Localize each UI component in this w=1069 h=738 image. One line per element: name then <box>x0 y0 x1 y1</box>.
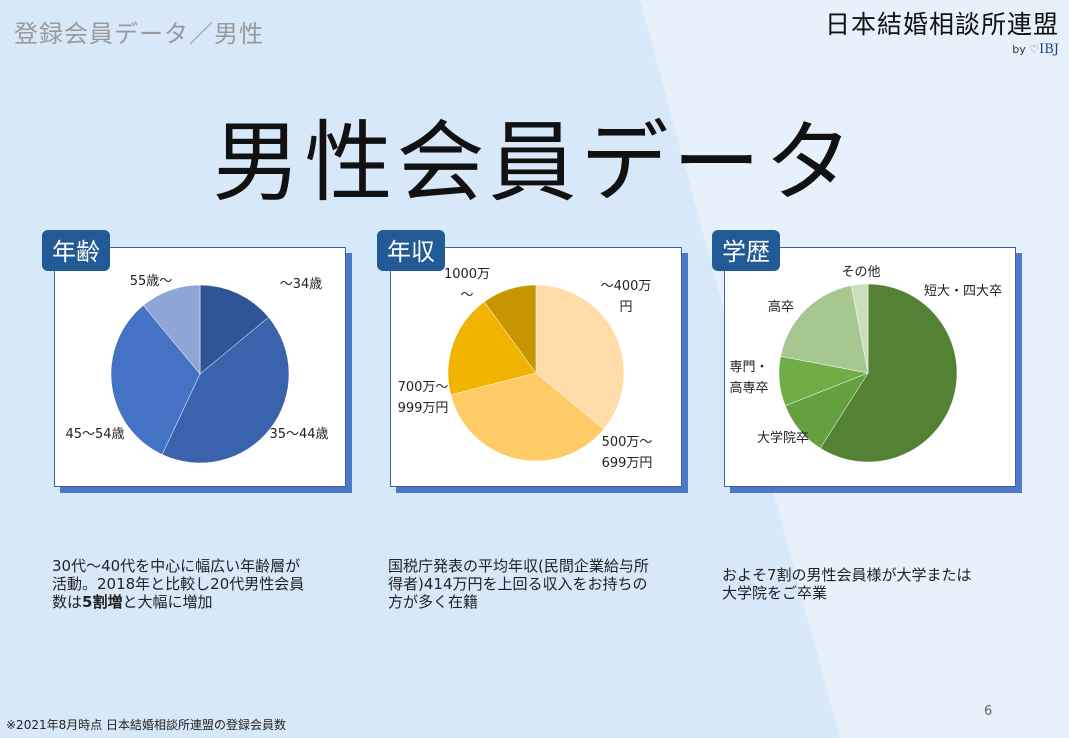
slice-label: その他 <box>841 265 880 280</box>
slice-label: 35〜44歳 <box>269 427 328 442</box>
income-chart-card: 〜400万円 500万〜 699万円 700万〜 999万円 1000万〜 <box>390 247 682 487</box>
age-description: 30代〜40代を中心に幅広い年齢層が 活動。2018年と比較し20代男性会員 数… <box>52 557 304 611</box>
slice-label: 1000万〜 <box>444 267 490 303</box>
pie-slice <box>110 305 201 455</box>
slice-label: 55歳〜 <box>130 274 173 289</box>
edu-desc-line: およそ7割の男性会員様が大学または <box>722 566 972 584</box>
pie-slice <box>450 372 605 462</box>
brand-logo: 日本結婚相談所連盟 by ♡IBJ <box>825 5 1059 57</box>
age-desc-highlight: 5割増 <box>82 593 123 611</box>
slice-label: 大学院卒 <box>757 430 809 446</box>
age-desc-line: 活動。2018年と比較し20代男性会員 <box>52 575 305 593</box>
footnote: ※2021年8月時点 日本結婚相談所連盟の登録会員数 <box>6 718 287 732</box>
pie-slice <box>819 283 958 463</box>
slice-label: 500万〜 699万円 <box>602 435 653 471</box>
slice-label: 短大・四大卒 <box>924 284 1002 299</box>
brand-byline: by ♡IBJ <box>825 42 1059 57</box>
age-desc-line: 数は5割増と大幅に増加 <box>52 593 304 611</box>
income-desc-line: 方が多く在籍 <box>388 593 479 611</box>
section-label: 登録会員データ／男性 <box>14 20 264 48</box>
income-description: 国税庁発表の平均年収(民間企業給与所 得者)414万円を上回る収入をお持ちの 方… <box>388 557 649 611</box>
pie-slice <box>199 284 269 375</box>
brand-by-text: by <box>1012 43 1026 56</box>
age-desc-text: と大幅に増加 <box>122 593 213 611</box>
education-description: およそ7割の男性会員様が大学または 大学院をご卒業 <box>722 566 972 602</box>
tab-education: 学歴 <box>712 230 780 271</box>
slice-label: 高卒 <box>768 299 794 315</box>
slice-label: 700万〜 999万円 <box>398 380 449 416</box>
age-pie-chart: 〜34歳 35〜44歳 45〜54歳 55歳〜 <box>65 274 329 464</box>
pie-slice <box>161 316 290 464</box>
page-title: 男性会員データ <box>212 111 857 214</box>
slice-label: 〜34歳 <box>280 277 323 292</box>
heart-icon: ♡ <box>1029 43 1040 56</box>
income-pie-chart: 〜400万円 500万〜 699万円 700万〜 999万円 1000万〜 <box>398 267 653 471</box>
pie-slice <box>851 283 869 374</box>
brand-name: 日本結婚相談所連盟 <box>824 10 1059 39</box>
tab-age: 年齢 <box>42 230 110 271</box>
brand-ibj: IBJ <box>1039 42 1059 57</box>
page-number: 6 <box>984 704 993 719</box>
slice-label: 45〜54歳 <box>65 427 124 442</box>
pie-slice <box>780 285 869 374</box>
age-desc-line: 30代〜40代を中心に幅広い年齢層が <box>52 557 301 575</box>
pie-slice <box>142 284 201 375</box>
age-chart-card: 〜34歳 35〜44歳 45〜54歳 55歳〜 <box>54 247 346 487</box>
education-chart-card: 短大・四大卒大学院卒 専門・高専卒 高卒 その他 <box>724 247 1016 487</box>
pie-slice <box>535 284 625 430</box>
age-desc-text: 数は <box>52 593 83 611</box>
pie-slice <box>483 284 537 374</box>
pie-slice <box>447 301 537 396</box>
slice-label: 〜400万円 <box>601 279 652 315</box>
tab-income: 年収 <box>377 230 445 271</box>
edu-desc-line: 大学院をご卒業 <box>722 584 828 602</box>
slice-label: 専門・高専卒 <box>729 360 768 396</box>
income-desc-line: 国税庁発表の平均年収(民間企業給与所 <box>388 557 649 575</box>
income-desc-line: 得者)414万円を上回る収入をお持ちの <box>388 575 648 593</box>
